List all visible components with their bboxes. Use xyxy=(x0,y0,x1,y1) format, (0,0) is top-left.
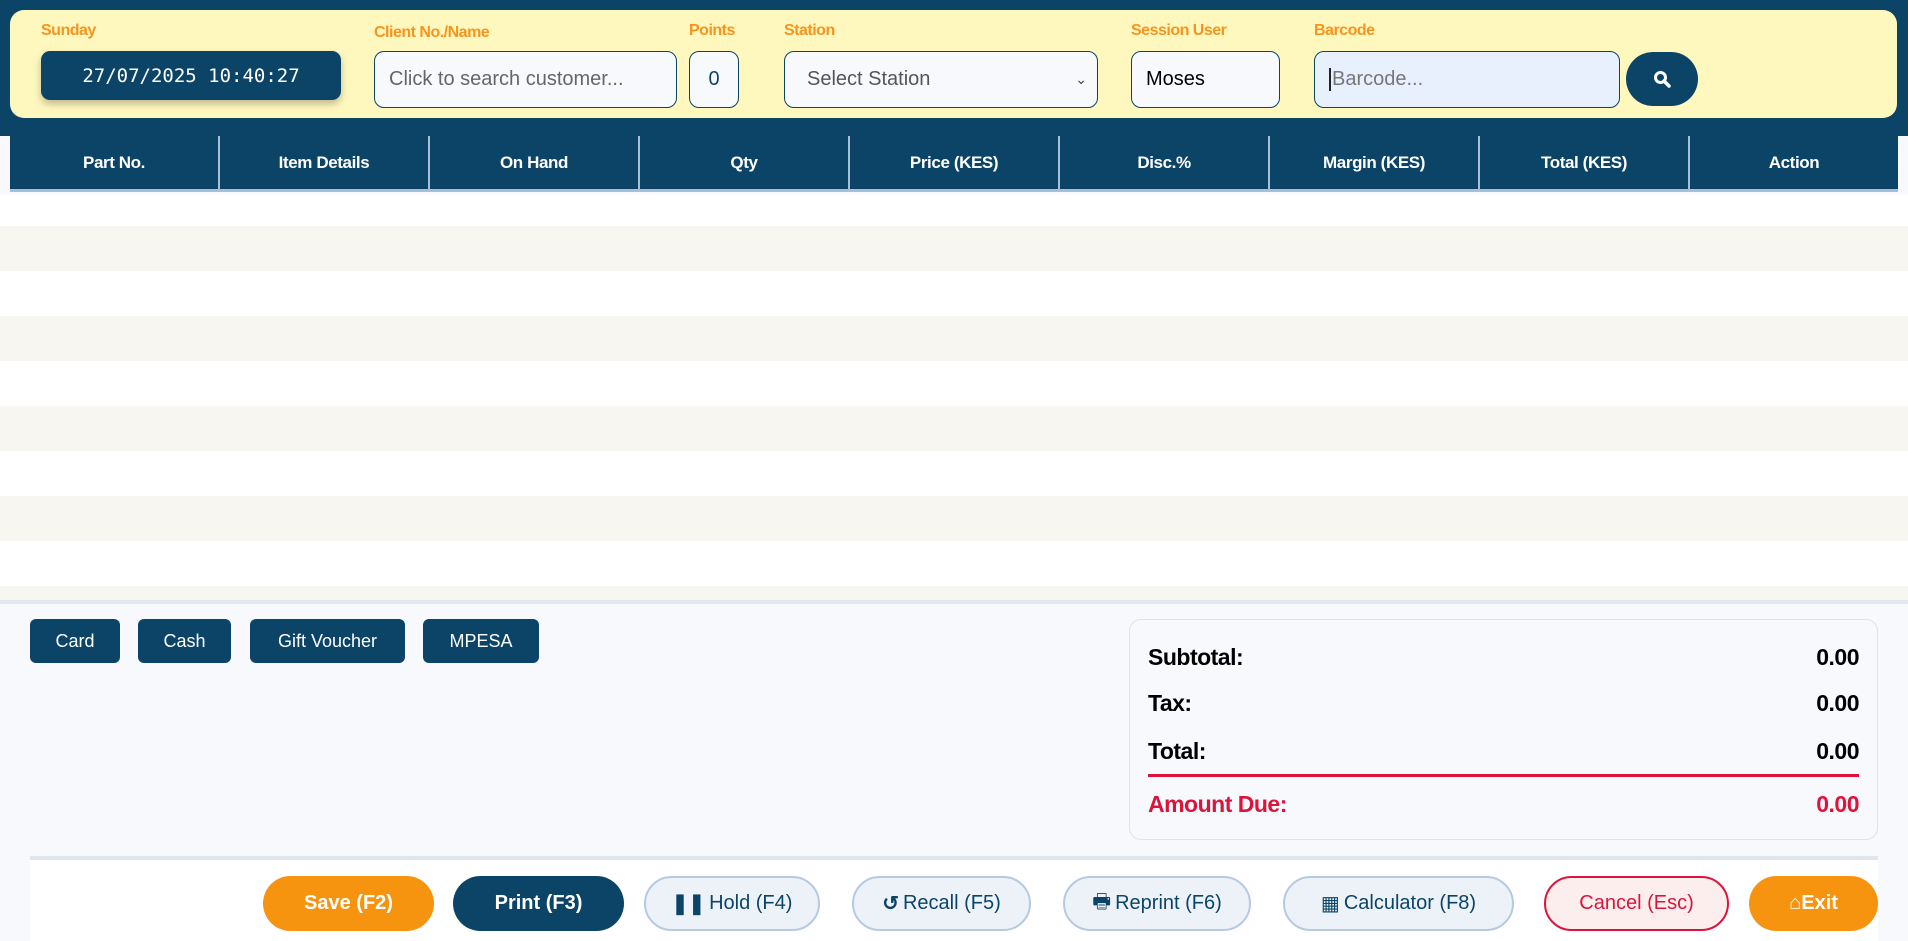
table-row xyxy=(0,586,1908,600)
reprint-label: Reprint (F6) xyxy=(1115,892,1222,914)
barcode-label: Barcode xyxy=(1314,22,1375,39)
barcode-placeholder: Barcode... xyxy=(1329,68,1423,91)
table-row xyxy=(0,226,1908,271)
points-label: Points xyxy=(689,22,735,39)
client-search-input[interactable]: Click to search customer... xyxy=(374,51,677,108)
col-total: Total (KES) xyxy=(1480,136,1690,189)
recall-label: Recall (F5) xyxy=(902,892,1001,914)
printer-icon: 🖶 xyxy=(1092,890,1112,913)
station-label: Station xyxy=(784,22,835,39)
cancel-label: Cancel (Esc) xyxy=(1579,892,1694,914)
calculator-label: Calculator (F8) xyxy=(1343,892,1477,914)
table-row xyxy=(0,406,1908,451)
hold-button[interactable]: ❚❚ Hold (F4) xyxy=(644,876,820,931)
pay-card-button[interactable]: Card xyxy=(30,619,120,663)
save-label: Save (F2) xyxy=(304,892,393,914)
home-icon: ⌂ xyxy=(1789,892,1802,914)
tax-row: Tax: 0.00 xyxy=(1148,690,1859,717)
col-action: Action xyxy=(1768,152,1820,172)
col-item-details: Item Details xyxy=(220,136,430,189)
items-table-body xyxy=(0,195,1908,600)
pause-icon: ❚❚ xyxy=(671,893,706,915)
recall-button[interactable]: ↺ Recall (F5) xyxy=(852,876,1031,931)
calculator-button[interactable]: ▦ Calculator (F8) xyxy=(1283,876,1514,931)
table-row xyxy=(0,271,1908,316)
amount-due-row: Amount Due: 0.00 xyxy=(1148,791,1859,818)
print-label: Print (F3) xyxy=(494,892,583,914)
tax-label: Tax: xyxy=(1148,690,1192,716)
total-label: Total: xyxy=(1148,738,1206,764)
col-price: Price (KES) xyxy=(850,136,1060,189)
station-select[interactable]: Select Station ⌄ xyxy=(784,51,1098,108)
session-user-field: Moses xyxy=(1131,51,1280,108)
items-table-header: Part No. Item Details On Hand Qty Price … xyxy=(10,136,1898,192)
undo-icon: ↺ xyxy=(882,893,899,915)
col-qty: Qty xyxy=(640,136,850,189)
total-value: 0.00 xyxy=(1816,738,1859,764)
table-row xyxy=(0,541,1908,586)
table-row xyxy=(0,195,1908,226)
col-part-no: Part No. xyxy=(10,136,220,189)
client-label: Client No./Name xyxy=(374,24,490,41)
exit-label: Exit xyxy=(1801,892,1838,914)
search-icon xyxy=(1654,71,1671,88)
amount-due-label: Amount Due: xyxy=(1148,791,1287,817)
amount-due-value: 0.00 xyxy=(1816,791,1859,817)
pay-mpesa-button[interactable]: MPESA xyxy=(423,619,539,663)
exit-button[interactable]: ⌂ Exit xyxy=(1749,876,1878,931)
day-label: Sunday xyxy=(41,22,96,39)
col-discount: Disc.% xyxy=(1060,136,1270,189)
print-button[interactable]: Print (F3) xyxy=(453,876,624,931)
session-user-label: Session User xyxy=(1131,22,1227,39)
barcode-input[interactable]: Barcode... xyxy=(1314,51,1620,108)
search-button[interactable] xyxy=(1626,52,1698,106)
totals-summary: Subtotal: 0.00 Tax: 0.00 Total: 0.00 Amount… xyxy=(1129,619,1878,840)
col-margin: Margin (KES) xyxy=(1270,136,1480,189)
station-selected: Select Station xyxy=(807,68,931,90)
pay-cash-button[interactable]: Cash xyxy=(138,619,231,663)
table-row xyxy=(0,316,1908,361)
calculator-icon: ▦ xyxy=(1320,893,1340,915)
total-row: Total: 0.00 xyxy=(1148,738,1859,765)
subtotal-value: 0.00 xyxy=(1816,644,1859,670)
table-row xyxy=(0,361,1908,406)
hold-label: Hold (F4) xyxy=(709,892,793,914)
table-row xyxy=(0,451,1908,496)
save-button[interactable]: Save (F2) xyxy=(263,876,434,931)
subtotal-label: Subtotal: xyxy=(1148,644,1244,670)
divider xyxy=(1148,774,1859,777)
pay-gift-voucher-button[interactable]: Gift Voucher xyxy=(250,619,405,663)
reprint-button[interactable]: 🖶 Reprint (F6) xyxy=(1063,876,1251,931)
tax-value: 0.00 xyxy=(1816,690,1859,716)
subtotal-row: Subtotal: 0.00 xyxy=(1148,644,1859,671)
points-field: 0 xyxy=(689,51,739,108)
chevron-down-icon: ⌄ xyxy=(1075,71,1087,87)
datetime-display: 27/07/2025 10:40:27 xyxy=(41,51,341,100)
cancel-button[interactable]: Cancel (Esc) xyxy=(1544,876,1729,931)
col-on-hand: On Hand xyxy=(430,136,640,189)
table-row xyxy=(0,496,1908,541)
